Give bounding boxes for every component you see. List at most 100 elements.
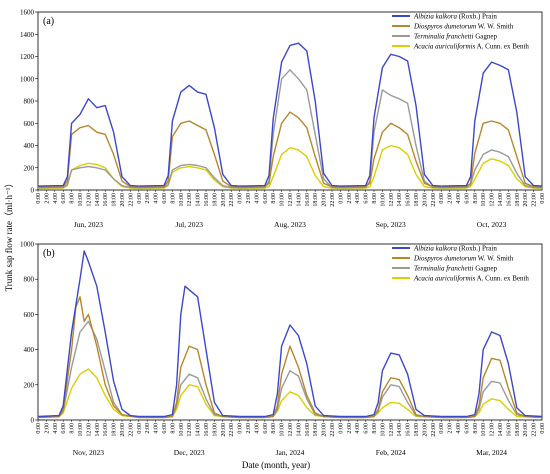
x-tick-label: 14:00 xyxy=(196,423,202,437)
x-tick-label: 0:00 xyxy=(540,423,546,434)
legend-authority: A. Cunn. ex Benth xyxy=(475,275,529,283)
x-tick-label: 14:00 xyxy=(296,423,302,437)
series-line-1-group-3 xyxy=(239,42,341,187)
x-tick-label: 20:00 xyxy=(120,423,126,437)
legend-entry: Albizia kalkora (Roxb.) Prain xyxy=(413,245,497,253)
y-tick-label: 200 xyxy=(24,381,35,389)
legend-species-name: Acacia auriculiformis xyxy=(413,43,476,51)
x-tick-label: 4:00 xyxy=(355,193,361,204)
legend-species-name: Acacia auriculiformis xyxy=(413,275,476,283)
x-tick-label: 8:00 xyxy=(170,193,176,204)
legend-entry: Acacia auriculiformis A. Cunn. ex Benth xyxy=(413,43,529,51)
month-group-label: Sep, 2023 xyxy=(376,220,406,229)
legend-species-name: Albizia kalkora xyxy=(413,13,457,21)
y-tick-label: 1600 xyxy=(20,9,35,17)
series-line-2-group-1 xyxy=(37,124,139,188)
x-tick-label: 0:00 xyxy=(36,193,42,204)
x-tick-label: 16:00 xyxy=(305,423,311,437)
x-tick-label: 12:00 xyxy=(389,193,395,207)
month-group-label: Jan, 2024 xyxy=(276,448,305,457)
x-tick-label: 20:00 xyxy=(221,193,227,207)
x-tick-label: 8:00 xyxy=(271,423,277,434)
series-line-4-group-3 xyxy=(239,391,341,419)
x-tick-label: 20:00 xyxy=(422,193,428,207)
x-tick-label: 22:00 xyxy=(431,423,437,437)
series-line-4-group-4 xyxy=(340,144,442,189)
y-tick-label: 600 xyxy=(24,311,35,319)
series-line-4-group-3 xyxy=(239,146,341,189)
x-tick-label: 12:00 xyxy=(490,423,496,437)
x-tick-label: 16:00 xyxy=(103,423,109,437)
x-tick-label: 14:00 xyxy=(95,193,101,207)
x-tick-label: 10:00 xyxy=(78,423,84,437)
series-line-4-group-2 xyxy=(138,165,240,189)
x-tick-label: 2:00 xyxy=(246,423,252,434)
y-tick-label: 0 xyxy=(31,417,35,425)
series-line-2-group-2 xyxy=(138,345,240,419)
x-tick-label: 16:00 xyxy=(506,193,512,207)
x-tick-label: 10:00 xyxy=(481,193,487,207)
series-line-4-group-5 xyxy=(441,398,543,419)
x-tick-label: 0:00 xyxy=(338,193,344,204)
x-tick-label: 6:00 xyxy=(162,193,168,204)
month-group-label: Dec, 2023 xyxy=(174,448,205,457)
x-tick-label: 6:00 xyxy=(364,193,370,204)
x-tick-label: 6:00 xyxy=(464,193,470,204)
x-tick-label: 2:00 xyxy=(448,423,454,434)
x-tick-label: 22:00 xyxy=(532,193,538,207)
x-tick-label: 22:00 xyxy=(229,193,235,207)
x-tick-label: 22:00 xyxy=(128,423,134,437)
x-tick-label: 8:00 xyxy=(70,423,76,434)
legend-authority: (Roxb.) Prain xyxy=(457,13,497,21)
month-group-label: Jun, 2023 xyxy=(74,220,103,229)
legend-authority: W. W. Smith xyxy=(476,23,514,31)
x-tick-label: 2:00 xyxy=(145,193,151,204)
x-tick-label: 6:00 xyxy=(364,423,370,434)
legend-authority: A. Cunn. ex Benth xyxy=(475,43,529,51)
x-tick-label: 16:00 xyxy=(506,423,512,437)
x-tick-label: 16:00 xyxy=(406,423,412,437)
y-tick-label: 400 xyxy=(24,142,35,150)
x-tick-label: 4:00 xyxy=(53,423,59,434)
series-line-1-group-5 xyxy=(441,61,543,187)
series-line-1-group-3 xyxy=(239,324,341,418)
x-tick-label: 10:00 xyxy=(280,423,286,437)
series-line-1-group-5 xyxy=(441,331,543,418)
month-group-label: Mar, 2024 xyxy=(476,448,507,457)
legend-entry: Albizia kalkora (Roxb.) Prain xyxy=(413,13,497,21)
x-tick-label: 12:00 xyxy=(288,423,294,437)
x-tick-label: 18:00 xyxy=(515,423,521,437)
series-line-3-group-2 xyxy=(138,163,240,189)
series-line-3-group-4 xyxy=(340,384,442,419)
x-tick-label: 2:00 xyxy=(145,423,151,434)
x-tick-label: 20:00 xyxy=(523,193,529,207)
x-tick-label: 12:00 xyxy=(187,423,193,437)
legend-authority: Gagnep xyxy=(473,265,497,273)
series-line-4-group-2 xyxy=(138,384,240,419)
x-tick-label: 12:00 xyxy=(389,423,395,437)
x-tick-label: 22:00 xyxy=(431,193,437,207)
x-tick-label: 10:00 xyxy=(179,423,185,437)
x-tick-label: 6:00 xyxy=(61,423,67,434)
x-tick-label: 10:00 xyxy=(380,423,386,437)
x-tick-label: 18:00 xyxy=(212,423,218,437)
x-tick-label: 4:00 xyxy=(456,193,462,204)
x-tick-label: 22:00 xyxy=(330,423,336,437)
x-tick-label: 18:00 xyxy=(313,423,319,437)
series-line-4-group-1 xyxy=(37,368,139,419)
x-tick-label: 0:00 xyxy=(137,193,143,204)
x-tick-label: 18:00 xyxy=(112,193,118,207)
x-tick-label: 14:00 xyxy=(498,423,504,437)
series-line-2-group-2 xyxy=(138,120,240,188)
y-tick-label: 800 xyxy=(24,276,35,284)
x-tick-label: 8:00 xyxy=(70,193,76,204)
x-tick-label: 20:00 xyxy=(322,193,328,207)
series-line-2-group-4 xyxy=(340,122,442,188)
series-line-2-group-1 xyxy=(37,296,139,419)
series-line-4-group-5 xyxy=(441,158,543,189)
x-tick-label: 18:00 xyxy=(313,193,319,207)
x-tick-label: 10:00 xyxy=(481,423,487,437)
legend-authority: Gagnep xyxy=(473,33,497,41)
x-tick-label: 10:00 xyxy=(380,193,386,207)
month-group-label: Aug, 2023 xyxy=(274,220,306,229)
